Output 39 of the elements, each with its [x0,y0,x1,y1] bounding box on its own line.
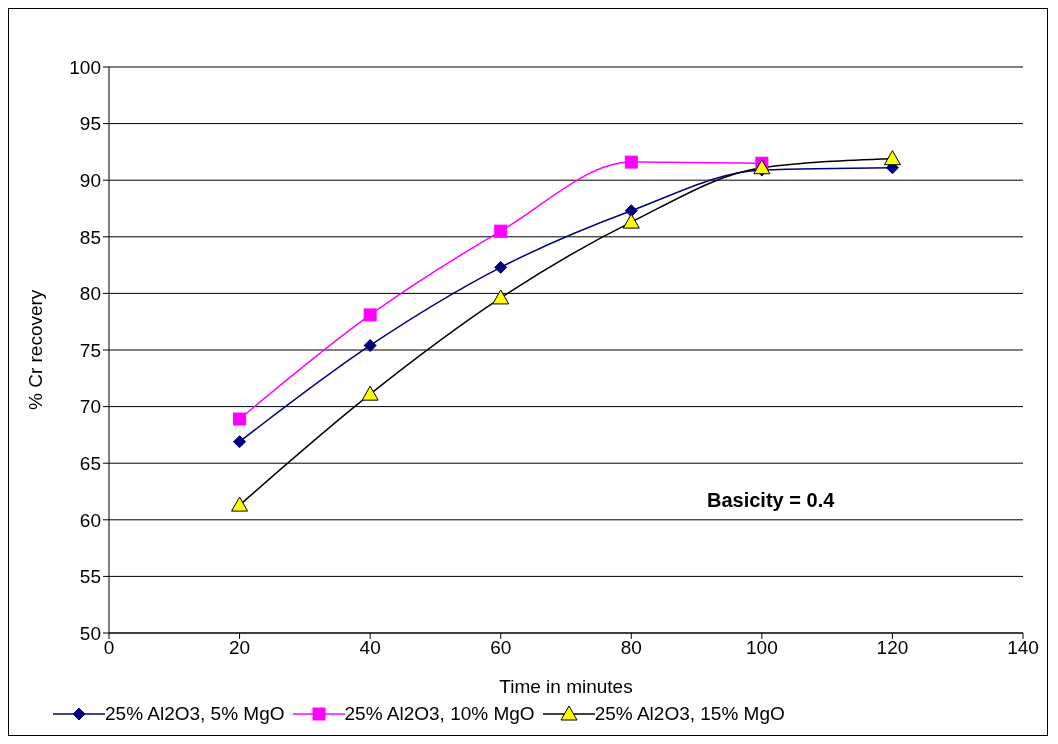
y-tick-label: 70 [79,396,101,418]
point [494,224,508,238]
x-tick-label: 80 [620,637,642,659]
annotation: Basicity = 0.4 [707,489,835,512]
point [492,289,510,305]
point [753,159,771,175]
y-tick-label: 60 [79,509,101,531]
point [233,412,247,426]
point [883,150,901,166]
y-tick-label: 85 [79,226,101,248]
x-axis-title: Time in minutes [499,676,633,697]
legend-label: 25% Al2O3, 5% MgO [105,703,285,725]
x-tick-label: 100 [746,637,778,659]
x-tick-label: 20 [229,637,251,659]
y-tick-label: 75 [79,339,101,361]
x-tick-label: 0 [103,637,115,659]
point [624,204,638,218]
x-tick-label: 120 [876,637,909,659]
y-tick-label: 50 [79,622,101,644]
point [361,385,379,401]
point [233,435,247,449]
legend-label: 25% Al2O3, 10% MgO [344,703,535,725]
point [363,308,377,322]
y-tick-label: 95 [79,113,101,135]
point [622,213,640,229]
x-tick-label: 140 [1007,637,1039,659]
point [624,155,638,169]
point [494,260,508,274]
y-tick-label: 90 [79,169,101,191]
point [231,496,249,512]
x-tick-label: 40 [359,637,381,659]
y-axis-title: % Cr recovery [24,289,46,410]
legend-label: 25% Al2O3, 15% MgO [594,703,785,725]
x-tick-label: 60 [490,637,512,659]
y-tick-label: 65 [79,452,101,474]
y-tick-label: 100 [69,56,101,78]
y-tick-label: 80 [79,283,101,305]
y-tick-label: 55 [79,566,101,588]
point [363,338,377,352]
